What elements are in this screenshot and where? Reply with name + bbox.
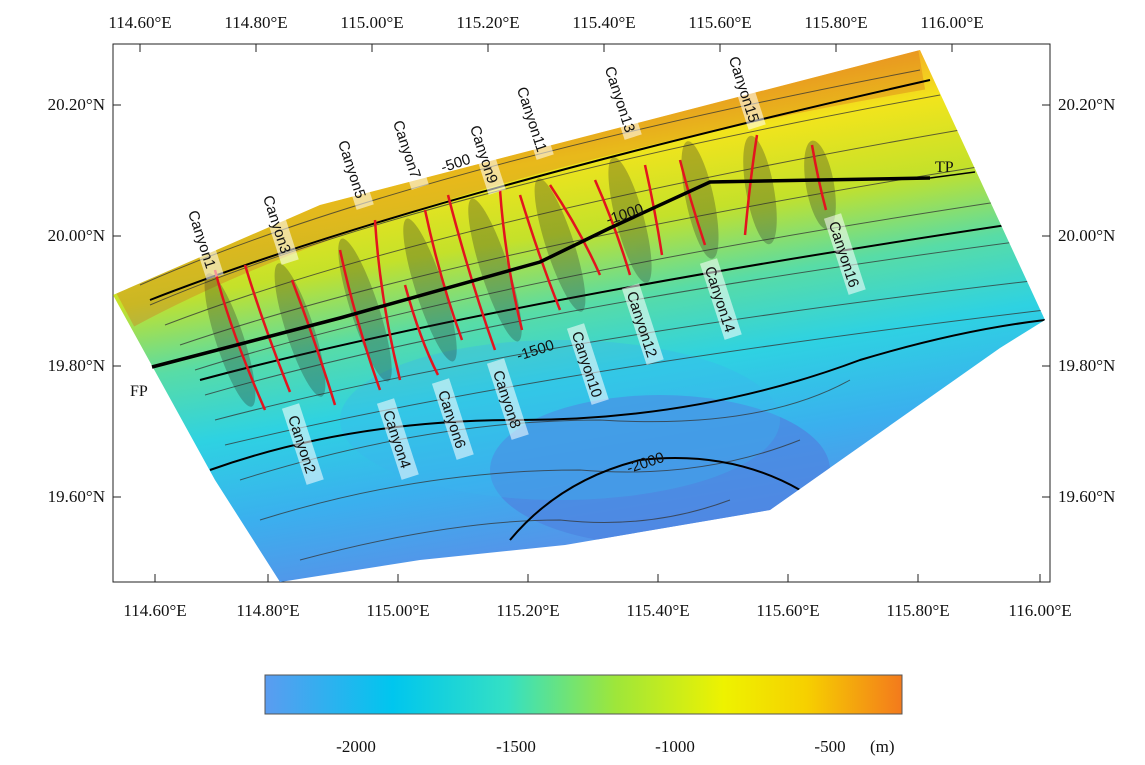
tp-label: TP [935,159,954,176]
contour-lines [139,69,1045,561]
canyon-label: Canyon7 [389,118,424,180]
y-axis-left: 20.20°N 20.00°N 19.80°N 19.60°N [48,95,105,506]
canyon-label-background [181,198,224,280]
x-tick-top-label: 115.20°E [456,13,519,32]
canyon4-axis [338,249,382,391]
map-frame [112,43,1051,583]
canyon-label-background [376,398,419,480]
canyon9-axis [498,189,524,331]
x-axis-bottom: 114.60°E 114.80°E 115.00°E 115.20°E 115.… [123,601,1071,620]
canyon-label: Canyon13 [601,64,638,134]
canyon-label-background [486,358,529,440]
x-tick-top-label: 114.60°E [108,13,171,32]
canyon-label-background [463,113,506,195]
x-tick-top-label: 115.80°E [804,13,867,32]
canyon6-axis [403,284,440,376]
x-tick-bottom-label: 115.60°E [756,601,819,620]
x-tick-top-label: 116.00°E [920,13,983,32]
canyon-label-background [431,378,474,460]
x-tick-bottom-label: 114.80°E [236,601,299,620]
x-tick-top-label: 114.80°E [224,13,287,32]
y-tick-left-label: 19.60°N [48,487,105,506]
y-tick-left-label: 20.00°N [48,226,105,245]
canyon5-axis [373,219,402,381]
canyon13-axis [643,164,664,256]
colorbar-gradient [264,674,903,715]
profile-line [151,176,931,369]
colorbar: -2000 -1500 -1000 -500 (m) [264,674,903,756]
canyon-label-background [256,183,299,265]
y-tick-right-label: 19.80°N [1058,356,1115,375]
canyon-label-background [331,128,374,210]
canyon2-axis [243,264,292,393]
x-tick-top-label: 115.60°E [688,13,751,32]
canyon-label-background [621,283,664,365]
canyon11-axis [548,184,602,276]
bathymetry-surface [113,50,1045,582]
y-tick-left-label: 20.20°N [48,95,105,114]
x-tick-bottom-label: 116.00°E [1008,601,1071,620]
y-axis-right: 20.20°N 20.00°N 19.80°N 19.60°N [1058,95,1115,506]
canyon-label: Canyon11 [513,85,550,154]
y-tick-right-label: 19.60°N [1058,487,1115,506]
canyon7-axis [423,209,464,341]
canyon-label-background [511,78,554,160]
colorbar-tick-label: -500 [814,737,845,756]
canyon10-axis [518,194,562,311]
y-tick-left-label: 19.80°N [48,356,105,375]
canyon-label-background [386,108,429,190]
canyon1-axis [213,269,267,411]
x-tick-top-label: 115.40°E [572,13,635,32]
canyon-label-background [723,48,766,130]
major-contours [149,79,1045,541]
fp-label: FP [130,383,148,400]
colorbar-tick-label: -1500 [496,737,536,756]
y-tick-right-label: 20.00°N [1058,226,1115,245]
canyon-label-background [281,403,324,485]
canyon-label-background [566,323,609,405]
canyon14-axis [678,159,707,246]
x-tick-bottom-label: 115.80°E [886,601,949,620]
canyon-label-background [599,58,642,140]
tp-leader [929,171,976,179]
colorbar-tick-label: -1000 [655,737,695,756]
x-tick-bottom-label: 115.00°E [366,601,429,620]
axis-ticks [113,44,1050,582]
canyon-label-background [699,258,742,340]
x-tick-top-label: 115.00°E [340,13,403,32]
canyon3-axis [290,279,337,406]
canyon-label: Canyon1 [184,208,219,270]
x-tick-bottom-label: 115.20°E [496,601,559,620]
x-axis-top: 114.60°E 114.80°E 115.00°E 115.20°E 115.… [108,13,983,32]
colorbar-tick-label: -2000 [336,737,376,756]
x-tick-bottom-label: 115.40°E [626,601,689,620]
canyon-label: Canyon5 [334,138,369,200]
canyon-label-background [823,213,866,295]
x-tick-bottom-label: 114.60°E [123,601,186,620]
y-tick-right-label: 20.20°N [1058,95,1115,114]
colorbar-unit: (m) [870,737,895,756]
canyon8-axis [446,194,497,351]
